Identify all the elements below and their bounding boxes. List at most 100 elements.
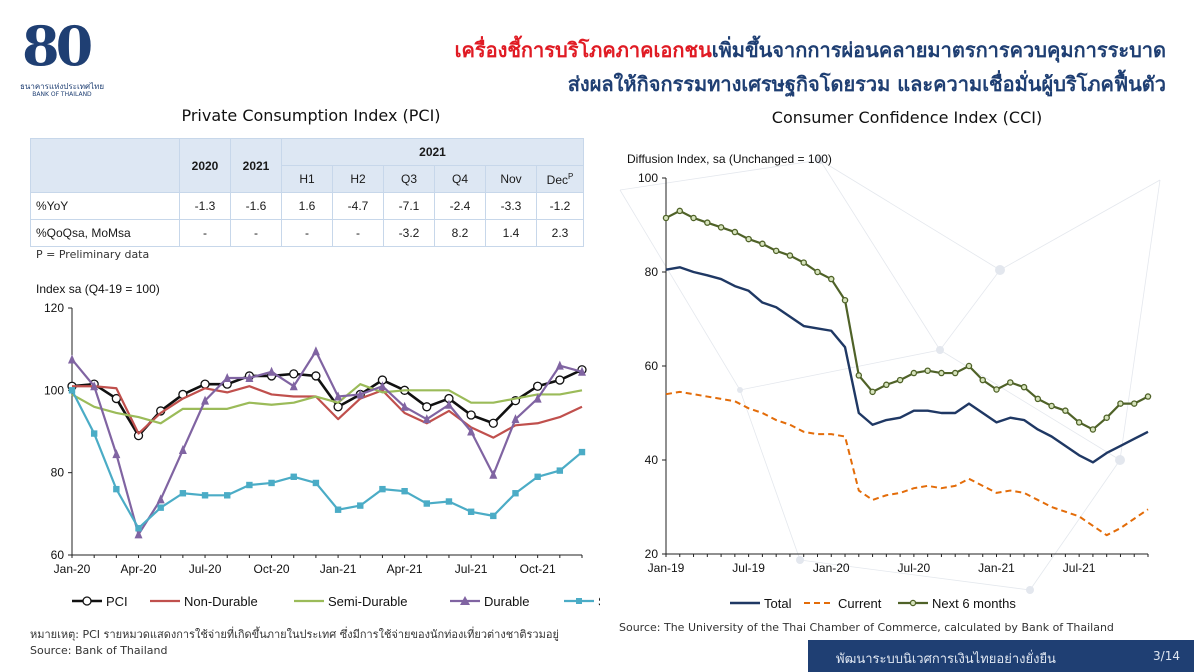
- logo-number: 80: [22, 14, 93, 78]
- data-point-service: [445, 498, 453, 505]
- data-point-next-6-months: [704, 219, 711, 226]
- x-tick-label: Oct-20: [254, 562, 290, 576]
- legend-label-next-6-months: Next 6 months: [932, 596, 1016, 611]
- data-point-durable: [334, 391, 343, 401]
- data-point-service: [578, 448, 586, 456]
- bank-logo: 80 ธนาคารแห่งประเทศไทย BANK OF THAILAND: [14, 8, 110, 100]
- table-cell: 1.6: [281, 192, 333, 220]
- data-point-service: [490, 512, 497, 520]
- data-point-durable: [267, 366, 276, 376]
- y-tick-label: 100: [44, 383, 64, 397]
- y-tick-label: 60: [645, 359, 659, 373]
- data-point-service: [246, 481, 253, 489]
- data-point-service: [290, 473, 297, 480]
- table-header-h2: H2: [332, 165, 384, 193]
- data-point-pci: [289, 369, 299, 379]
- data-point-durable: [68, 354, 76, 364]
- x-tick-label: Jan-21: [978, 561, 1015, 575]
- data-point-next-6-months: [993, 386, 1000, 393]
- pci-source: Source: Bank of Thailand: [30, 644, 168, 657]
- page-number: 3/14: [1153, 649, 1180, 663]
- legend-marker-service: [576, 598, 582, 604]
- data-point-pci: [422, 402, 432, 412]
- background-network-pattern: [619, 156, 1161, 594]
- legend-label-pci: PCI: [106, 594, 128, 609]
- data-point-service: [113, 485, 120, 493]
- table-cell: -2.4: [434, 192, 486, 220]
- logo-org-thai: ธนาคารแห่งประเทศไทย: [19, 82, 105, 91]
- data-point-next-6-months: [979, 376, 986, 384]
- data-point-next-6-months: [869, 388, 876, 396]
- legend-label-total: Total: [764, 596, 792, 611]
- data-point-durable: [156, 494, 165, 504]
- data-point-service: [556, 467, 564, 474]
- data-point-pci: [488, 418, 498, 428]
- table-cell: -: [281, 219, 333, 247]
- table-cell: -1.2: [536, 192, 584, 220]
- data-point-next-6-months: [938, 369, 945, 377]
- data-point-next-6-months: [1144, 393, 1152, 400]
- headline-highlight: เครื่องชี้การบริโภคภาคเอกชน: [454, 38, 712, 62]
- y-tick-label: 60: [51, 548, 65, 562]
- data-point-service: [135, 525, 142, 532]
- data-point-durable: [511, 414, 520, 424]
- pci-growth-table: 2020 2021 2021 H1 H2 Q3 Q4 Nov DecP %YoY…: [30, 138, 584, 247]
- data-point-service: [379, 485, 386, 493]
- pci-chart-title: Private Consumption Index (PCI): [181, 106, 441, 125]
- data-point-durable: [378, 381, 387, 391]
- data-point-next-6-months: [662, 214, 670, 222]
- data-point-service: [534, 473, 541, 480]
- dec-superscript: P: [568, 171, 574, 181]
- x-tick-label: Jan-21: [320, 562, 357, 576]
- data-point-next-6-months: [786, 252, 794, 259]
- table-row-label: %YoY: [30, 192, 180, 220]
- y-tick-label: 100: [638, 171, 658, 185]
- table-header-q4: Q4: [434, 165, 486, 193]
- data-point-service: [334, 506, 342, 513]
- pci-y-axis-label: Index sa (Q4-19 = 100): [36, 282, 160, 296]
- y-tick-label: 20: [645, 547, 659, 561]
- legend-label-current: Current: [838, 596, 882, 611]
- data-point-next-6-months: [883, 381, 890, 389]
- data-point-next-6-months: [731, 228, 739, 236]
- data-point-next-6-months: [910, 369, 918, 377]
- data-point-next-6-months: [1007, 379, 1014, 386]
- data-point-durable: [112, 449, 121, 459]
- data-point-next-6-months: [1117, 400, 1124, 407]
- logo-org-english: BANK OF THAILAND: [32, 91, 92, 98]
- x-tick-label: Jul-21: [1063, 561, 1096, 575]
- table-cell: 1.4: [485, 219, 537, 247]
- data-point-service: [268, 479, 275, 487]
- table-cell: -3.2: [383, 219, 435, 247]
- data-point-next-6-months: [855, 372, 863, 379]
- data-point-next-6-months: [828, 275, 835, 283]
- x-tick-label: Oct-21: [520, 562, 556, 576]
- series-line-durable: [71, 350, 583, 536]
- data-point-next-6-months: [965, 362, 973, 370]
- data-point-durable: [444, 399, 453, 409]
- data-point-next-6-months: [676, 207, 684, 215]
- table-header-q3: Q3: [383, 165, 435, 193]
- data-point-service: [401, 487, 408, 495]
- series-line-next-6-months: [665, 209, 1149, 431]
- data-point-next-6-months: [896, 376, 904, 384]
- x-tick-label: Jul-19: [732, 561, 765, 575]
- x-tick-label: Apr-21: [387, 562, 423, 576]
- pci-line-chart: 60 80 100 120 Jan-20 Apr-20 Jul-20 Oct-20 Jan-21…: [44, 301, 600, 609]
- data-point-service: [423, 500, 430, 507]
- cci-chart-title: Consumer Confidence Index (CCI): [771, 108, 1043, 127]
- data-point-next-6-months: [1130, 400, 1138, 407]
- data-point-pci: [555, 375, 565, 385]
- data-point-next-6-months: [841, 296, 849, 304]
- data-point-durable: [134, 529, 143, 539]
- table-cell: -: [179, 219, 231, 247]
- table-header-nov: Nov: [485, 165, 537, 193]
- pci-note-thai: หมายเหตุ: PCI รายหมวดแสดงการใช้จ่ายที่เก…: [30, 628, 559, 641]
- data-point-service: [357, 502, 364, 509]
- table-header-2021: 2021: [230, 138, 282, 193]
- table-cell: -3.3: [485, 192, 537, 220]
- data-point-pci: [333, 402, 343, 412]
- legend-marker-durable: [460, 596, 470, 605]
- data-point-pci: [466, 410, 476, 420]
- data-point-next-6-months: [1034, 395, 1042, 403]
